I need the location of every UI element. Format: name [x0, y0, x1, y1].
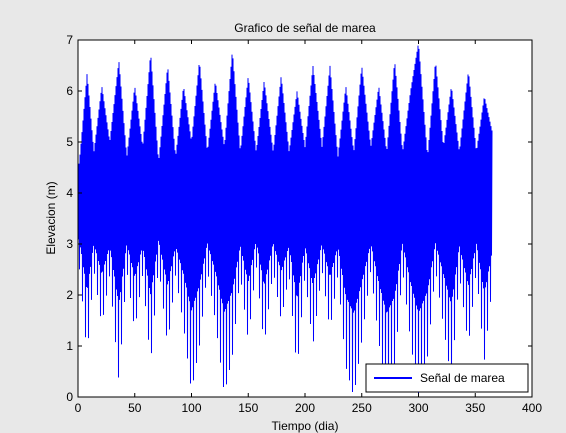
x-tick-label: 350: [465, 401, 485, 415]
y-tick-label: 7: [66, 33, 73, 47]
axis-ticks: 0 50 100 150 200 250 300 350 400 0 1 2 3 4 5 6 7: [66, 33, 542, 415]
y-tick-label: 1: [66, 339, 73, 353]
y-tick-label: 4: [66, 186, 73, 200]
x-tick-label: 50: [128, 401, 142, 415]
y-tick-label: 3: [66, 237, 73, 251]
y-axis-label: Elevacion (m): [44, 181, 58, 254]
y-tick-label: 5: [66, 135, 73, 149]
x-tick-label: 0: [75, 401, 82, 415]
legend: Señal de marea: [365, 363, 529, 393]
x-tick-label: 400: [522, 401, 542, 415]
x-axis-label: Tiempo (dia): [272, 419, 339, 433]
signal-line: [77, 45, 493, 398]
x-tick-label: 200: [295, 401, 315, 415]
y-tick-label: 0: [66, 390, 73, 404]
chart-title: Grafico de señal de marea: [234, 21, 376, 35]
y-tick-label: 2: [66, 288, 73, 302]
x-tick-label: 250: [352, 401, 372, 415]
x-tick-label: 100: [181, 401, 201, 415]
tide-signal-series: [77, 45, 493, 398]
x-tick-label: 300: [408, 401, 428, 415]
y-tick-label: 6: [66, 84, 73, 98]
x-tick-label: 150: [238, 401, 258, 415]
legend-label: Señal de marea: [420, 371, 505, 385]
plot-frame: [77, 39, 533, 398]
